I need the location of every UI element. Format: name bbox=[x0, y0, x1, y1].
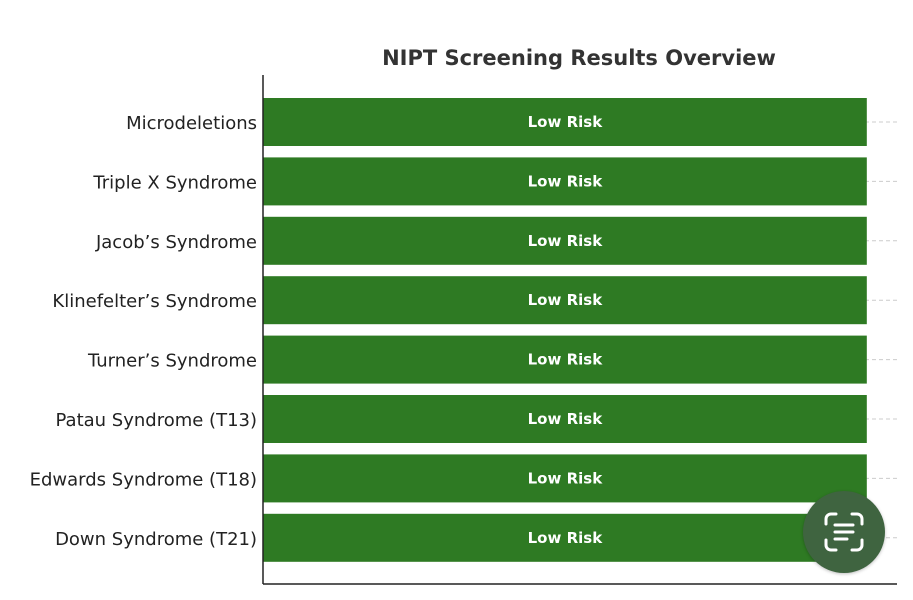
bar-value-label: Low Risk bbox=[528, 469, 604, 487]
category-label: Down Syndrome (T21) bbox=[55, 529, 257, 550]
bar bbox=[263, 98, 867, 146]
bar bbox=[263, 216, 867, 265]
category-label: Turner’s Syndrome bbox=[87, 351, 257, 372]
bars bbox=[263, 98, 867, 562]
bar-value-label: Low Risk bbox=[528, 172, 604, 190]
category-label: Jacob’s Syndrome bbox=[95, 232, 257, 253]
category-label: Patau Syndrome (T13) bbox=[56, 410, 258, 431]
category-label: Microdeletions bbox=[126, 113, 257, 134]
bar bbox=[263, 335, 867, 384]
bar-value-label: Low Risk bbox=[528, 529, 604, 547]
bar-value-labels: Low Risk Low Risk Low Risk Low Risk Low Risk… bbox=[528, 113, 604, 547]
bar-value-label: Low Risk bbox=[528, 232, 604, 250]
bar bbox=[263, 513, 867, 562]
bar-value-label: Low Risk bbox=[528, 113, 604, 131]
bar-value-label: Low Risk bbox=[528, 351, 604, 369]
bar bbox=[263, 454, 867, 503]
category-label: Triple X Syndrome bbox=[92, 172, 257, 193]
bar-value-label: Low Risk bbox=[528, 410, 604, 428]
category-label: Klinefelter’s Syndrome bbox=[52, 291, 257, 312]
text-scan-icon bbox=[824, 512, 864, 552]
category-labels: Microdeletions Triple X Syndrome Jacob’s S… bbox=[30, 113, 257, 550]
text-scan-button[interactable] bbox=[803, 491, 885, 573]
bar bbox=[263, 395, 867, 443]
bar-value-label: Low Risk bbox=[528, 291, 604, 309]
bar bbox=[263, 276, 867, 325]
bar bbox=[263, 157, 867, 206]
category-label: Edwards Syndrome (T18) bbox=[30, 469, 257, 490]
chart-title: NIPT Screening Results Overview bbox=[382, 46, 776, 70]
